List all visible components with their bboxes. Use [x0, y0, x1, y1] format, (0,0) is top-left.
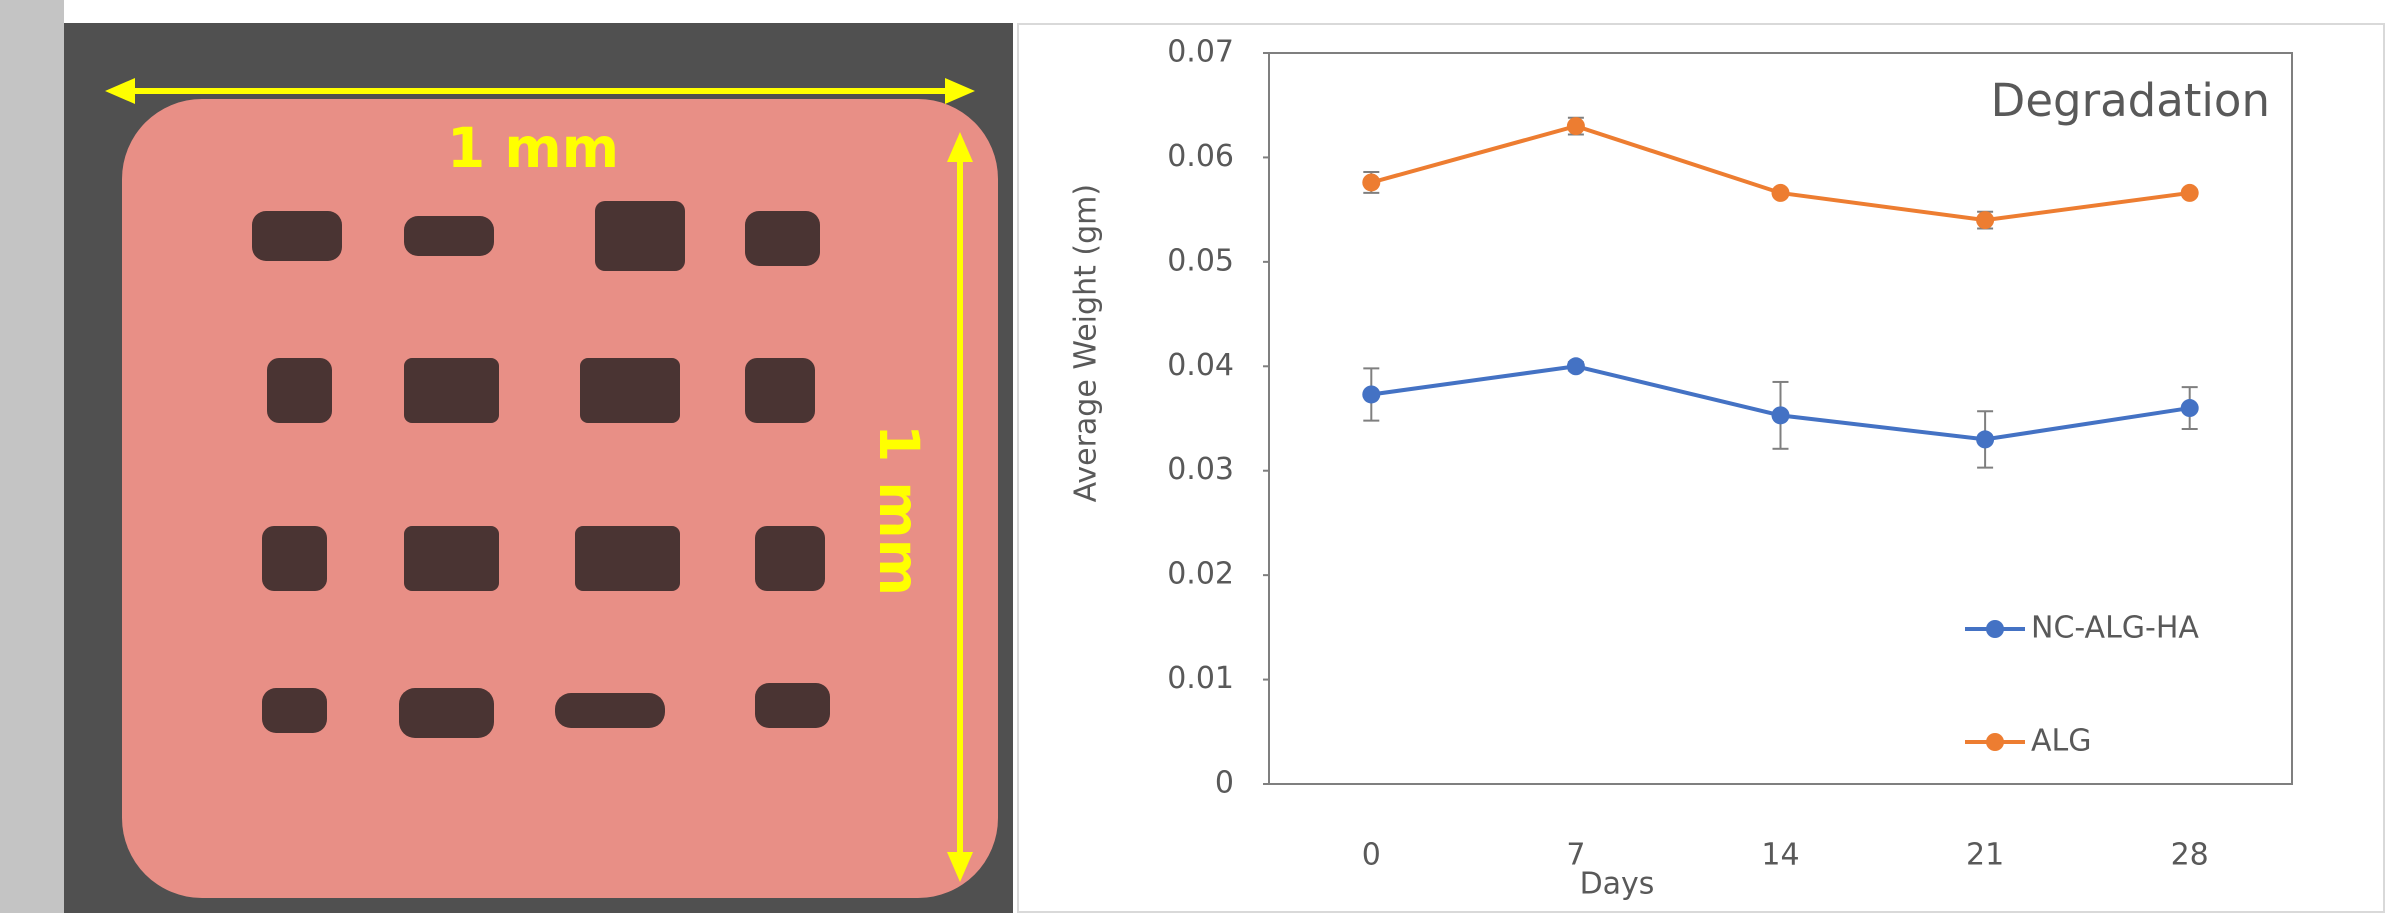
- pore: [580, 358, 680, 423]
- pore: [745, 358, 815, 423]
- x-tick-label: 28: [2171, 838, 2209, 873]
- pore: [404, 216, 494, 256]
- pore: [575, 526, 680, 591]
- pore: [595, 201, 685, 271]
- data-point: [1362, 385, 1380, 403]
- data-point: [1772, 406, 1790, 424]
- pore: [755, 683, 830, 728]
- pore: [745, 211, 820, 266]
- x-tick-label: 21: [1966, 838, 2004, 873]
- pore: [404, 358, 499, 423]
- y-axis-label: Average Weight (gm): [1069, 184, 1104, 502]
- x-axis-label: Days: [1580, 867, 1655, 902]
- x-tick-label: 0: [1362, 838, 1381, 873]
- height-label: 1 mm: [867, 424, 931, 596]
- x-tick-label: 14: [1761, 838, 1799, 873]
- legend-label: ALG: [2031, 724, 2091, 759]
- data-point: [1976, 211, 1994, 229]
- y-tick-label: 0.04: [1167, 348, 1234, 383]
- data-point: [1567, 357, 1585, 375]
- y-tick-label: 0: [1215, 766, 1234, 801]
- y-tick-label: 0.03: [1167, 452, 1234, 487]
- data-point: [1567, 117, 1585, 135]
- data-point: [2181, 399, 2199, 417]
- pore: [755, 526, 825, 591]
- pore: [404, 526, 499, 591]
- y-tick-label: 0.01: [1167, 661, 1234, 696]
- data-point: [1362, 173, 1380, 191]
- y-tick-label: 0.05: [1167, 243, 1234, 278]
- y-tick-label: 0.07: [1167, 35, 1234, 70]
- y-tick-label: 0.02: [1167, 557, 1234, 592]
- figure: 1 mm 1 mm 0 0.01 0.02 0.03 0.04 0.05 0.06 0.07 0…: [0, 0, 2388, 913]
- pore: [399, 688, 494, 738]
- pore: [555, 693, 665, 728]
- data-point: [1976, 430, 1994, 448]
- legend-label: NC-ALG-HA: [2031, 611, 2199, 646]
- data-point: [1772, 184, 1790, 202]
- photo: 1 mm 1 mm: [64, 23, 1013, 913]
- data-point: [2181, 184, 2199, 202]
- pore: [267, 358, 332, 423]
- pore: [252, 211, 342, 261]
- y-tick-label: 0.06: [1167, 139, 1234, 174]
- chart-title: Degradation: [1991, 74, 2270, 127]
- pore: [262, 688, 327, 733]
- side-strip: [0, 0, 64, 913]
- width-label: 1 mm: [447, 116, 619, 180]
- legend-marker: [1986, 620, 2004, 638]
- scaffold: [122, 99, 998, 898]
- legend-marker: [1986, 733, 2004, 751]
- pore: [262, 526, 327, 591]
